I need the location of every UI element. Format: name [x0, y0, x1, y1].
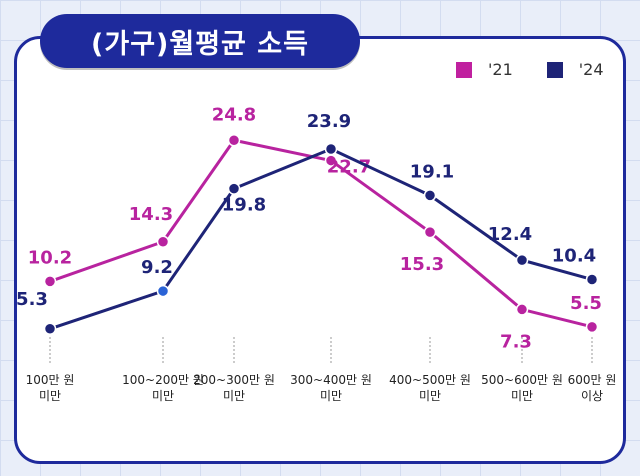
data-label-1-6: 10.4: [552, 245, 596, 266]
data-label-0-2: 24.8: [212, 104, 256, 125]
data-label-0-5: 7.3: [500, 331, 532, 352]
data-label-0-1: 14.3: [129, 204, 173, 225]
data-point-0-2: [227, 134, 241, 147]
data-label-0-0: 10.2: [28, 247, 72, 268]
data-label-1-1: 9.2: [141, 257, 173, 278]
legend-swatch-21: [456, 61, 472, 78]
data-label-1-2: 19.8: [222, 195, 266, 216]
data-point-1-1: [156, 284, 170, 298]
data-point-1-3: [324, 142, 338, 156]
legend-item-21: '21: [456, 60, 513, 79]
data-point-1-6: [585, 273, 599, 286]
legend-label-24: '24: [578, 60, 604, 79]
data-point-1-2: [227, 182, 241, 195]
x-tick-label-6: 600만 원: [568, 373, 617, 387]
x-tick-sublabel-5: 미만: [511, 389, 533, 403]
legend-label-21: '21: [488, 60, 513, 79]
data-point-0-0: [43, 275, 57, 288]
chart-title: (가구)월평균 소득: [91, 28, 309, 60]
x-tick-sublabel-0: 미만: [39, 389, 61, 403]
data-point-1-5: [515, 253, 529, 267]
x-tick-label-5: 500~600만 원: [481, 373, 563, 387]
data-label-1-3: 23.9: [307, 111, 351, 132]
legend-swatch-24: [546, 61, 563, 78]
data-label-1-5: 12.4: [488, 224, 532, 245]
data-point-1-0: [43, 322, 57, 336]
x-tick-sublabel-1: 미만: [152, 389, 174, 403]
data-point-0-1: [156, 235, 170, 249]
x-tick-sublabel-6: 이상: [581, 389, 603, 403]
data-label-1-4: 19.1: [410, 161, 454, 182]
chart-title-pill: (가구)월평균 소득: [40, 14, 360, 68]
data-label-1-0: 5.3: [16, 289, 48, 310]
chart-card: [14, 36, 626, 464]
data-label-0-6: 5.5: [570, 293, 602, 314]
data-point-0-4: [423, 225, 437, 239]
x-tick-label-4: 400~500만 원: [389, 373, 471, 387]
legend-item-24: '24: [546, 60, 604, 79]
x-tick-sublabel-4: 미만: [419, 389, 441, 403]
data-label-0-3: 22.7: [327, 157, 371, 178]
data-label-0-4: 15.3: [400, 254, 444, 275]
x-tick-sublabel-3: 미만: [320, 389, 342, 403]
legend: '21 '24: [456, 60, 638, 79]
x-tick-label-1: 100~200만 원: [122, 373, 204, 387]
x-tick-label-3: 300~400만 원: [290, 373, 372, 387]
x-tick-label-2: 200~300만 원: [193, 373, 275, 387]
data-point-0-5: [515, 303, 529, 316]
x-tick-sublabel-2: 미만: [223, 389, 245, 403]
data-point-0-6: [585, 320, 599, 334]
data-point-1-4: [423, 189, 437, 202]
x-tick-label-0: 100만 원: [26, 373, 75, 387]
